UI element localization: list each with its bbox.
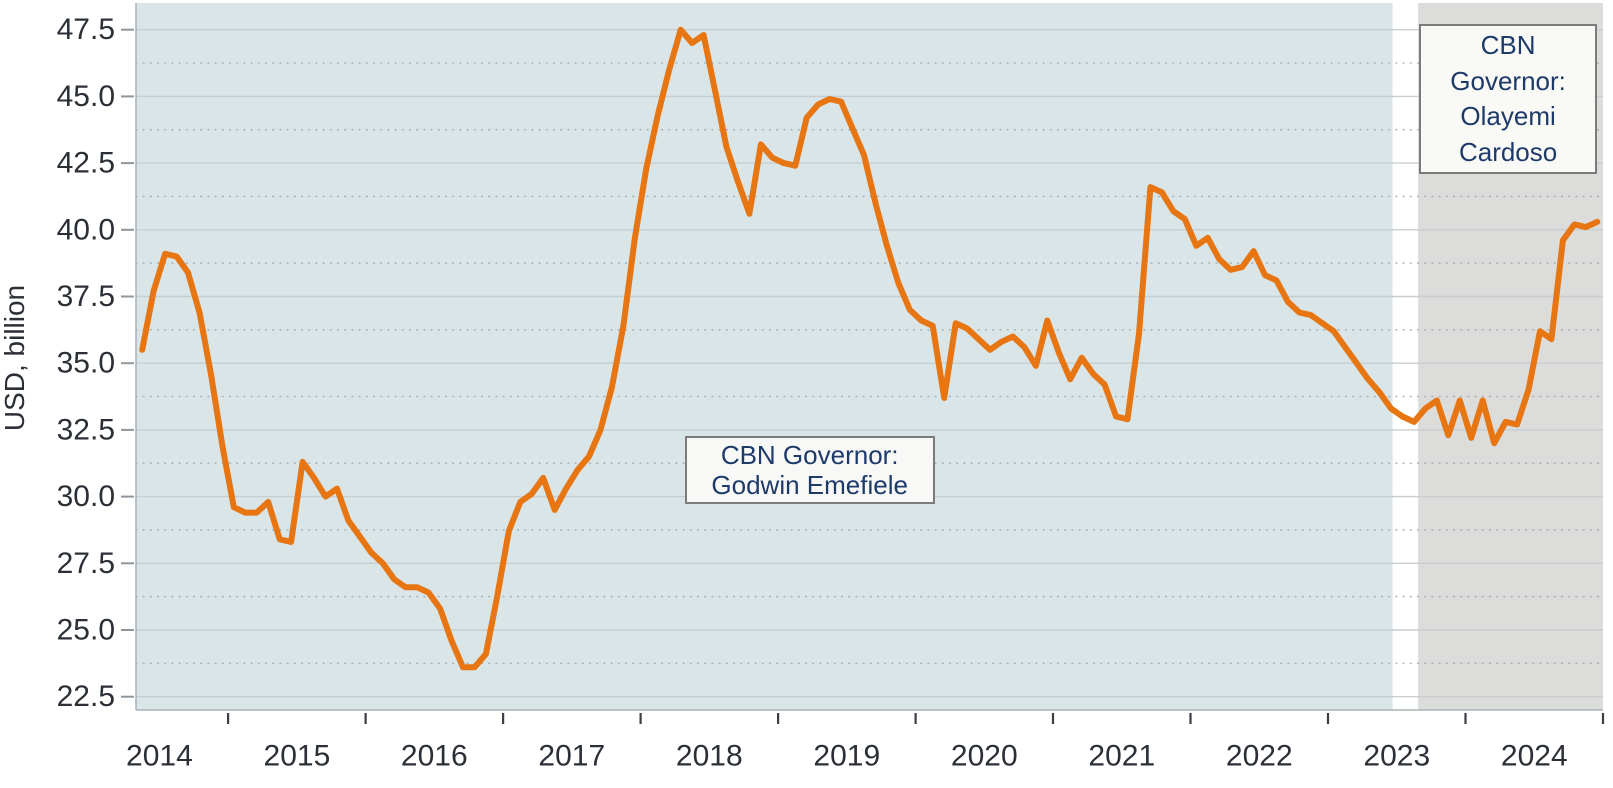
x-tick-label: 2019	[813, 740, 880, 773]
y-tick-label: 47.5	[57, 13, 115, 46]
x-tick-label: 2021	[1088, 740, 1155, 773]
y-tick-label: 22.5	[57, 680, 115, 713]
y-tick-label: 27.5	[57, 547, 115, 580]
x-tick-label: 2016	[401, 740, 468, 773]
x-tick-label: 2018	[676, 740, 743, 773]
x-tick-label: 2014	[126, 740, 193, 773]
tenure-regions	[136, 3, 1603, 710]
y-tick-label: 32.5	[57, 413, 115, 446]
gridlines	[135, 29, 1604, 698]
axis-tick-labels: 22.5 25.0 27.5 30.0 32.5 35.0 37.5 40.0 42.5 45.0…	[57, 13, 1568, 772]
y-tick-label: 25.0	[57, 614, 115, 647]
region-emefiele-tenure	[136, 3, 1393, 710]
x-tick-label: 2015	[264, 740, 331, 773]
y-tick-label: 35.0	[57, 347, 115, 380]
axis-ticks	[121, 28, 1605, 724]
x-tick-label: 2022	[1226, 740, 1293, 773]
data-series	[139, 26, 1601, 671]
y-tick-label: 37.5	[57, 280, 115, 313]
region-cardoso-tenure	[1418, 3, 1603, 710]
series-line-nigeria-foreign-reserves	[139, 26, 1601, 671]
y-tick-label: 42.5	[57, 147, 115, 180]
axis-spines	[135, 3, 1603, 711]
x-tick-label: 2020	[951, 740, 1018, 773]
y-axis-title: USD, billion	[0, 285, 30, 431]
y-tick-label: 40.0	[57, 213, 115, 246]
y-tick-label: 30.0	[57, 480, 115, 513]
x-tick-label: 2023	[1363, 740, 1430, 773]
x-tick-label: 2024	[1501, 740, 1568, 773]
y-tick-label: 45.0	[57, 80, 115, 113]
x-tick-label: 2017	[538, 740, 605, 773]
